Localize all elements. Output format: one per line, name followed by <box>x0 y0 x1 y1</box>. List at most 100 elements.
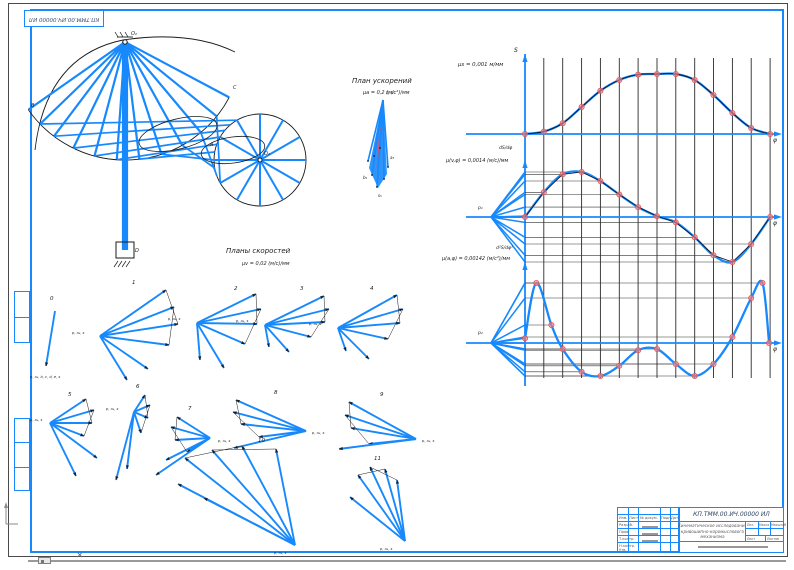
diagram-row-0 <box>466 54 782 138</box>
sheet-border <box>8 3 788 557</box>
velocity-plan-9: 9 p, o₆, s <box>338 392 434 451</box>
organization-cell <box>679 541 784 553</box>
title-line-1: Кинематическое исследование <box>677 523 748 529</box>
diagram-row-2 <box>466 262 782 379</box>
acceleration-plan-scale: μa = 0,2 (м/с²)/мм <box>363 90 410 96</box>
velocity-plan-number: 2 <box>234 286 238 292</box>
velocity-plan-number: 6 <box>136 384 140 390</box>
velocity-plan-8: 8 p, o₆, s <box>232 390 324 449</box>
velocity-plan-pole-label: p, o₆, s <box>379 547 392 551</box>
sample-marker <box>597 87 604 94</box>
mechanism-point-label: B <box>31 103 35 109</box>
grid-line <box>618 521 678 522</box>
velocity-plan-pole-label: p, o₆, s <box>71 331 84 335</box>
sheets-label: Листов <box>767 537 779 541</box>
mechanism-point-label: D <box>135 248 139 254</box>
velocity-plan-2: 2 p, o₆, s <box>167 286 262 369</box>
velocity-plan-pole-label: p, o₆, b, c, d, e, s <box>29 375 60 379</box>
velocity-plan-4: 4 p, o₆, s <box>308 286 404 360</box>
velocity-plan-number: 3 <box>300 286 304 292</box>
grid-line <box>618 542 678 543</box>
velocity-plan-0: 0 p, o₆, b, c, d, e, s <box>29 296 60 379</box>
signature-streak <box>642 539 658 542</box>
mechanism-point-label: O₂ <box>131 31 137 37</box>
margin-cell <box>15 419 29 444</box>
kinematic-diagrams-canvas <box>466 54 782 386</box>
sample-marker <box>766 339 773 346</box>
acceleration-plan-label: π, o <box>386 90 394 95</box>
acceleration-plan-label: s₅ <box>378 193 382 198</box>
v-scale-label: μ(v,φ) = 0,0014 (м/с)/мм <box>446 158 509 164</box>
org-streak <box>698 546 768 548</box>
grid-line <box>618 514 678 515</box>
velocity-plan-pole-label: p, o₆, s <box>421 439 434 443</box>
phi-axis-label-3: φ <box>773 346 777 353</box>
margin-cell <box>15 292 29 318</box>
acceleration-plan-label: a₅ <box>390 155 394 160</box>
margin-box-bottom <box>14 418 30 491</box>
sample-marker <box>540 189 547 196</box>
velocity-plan-number: 0 <box>50 296 54 302</box>
col-list: Лист <box>629 515 639 520</box>
grid-line <box>746 528 783 529</box>
fold-tab-dot <box>41 559 44 563</box>
sample-marker <box>710 252 717 259</box>
velocity-plan-pole-label: p, o₆, s <box>308 322 321 326</box>
sample-marker <box>729 333 736 340</box>
col-podp: Подп. <box>661 515 672 520</box>
sample-marker <box>748 125 755 132</box>
grid-line <box>618 528 678 529</box>
sample-marker <box>578 169 585 176</box>
velocity-plan-number: 9 <box>380 392 384 398</box>
grid-line <box>618 535 678 536</box>
velocity-plan-pole-label: p, o₆, s <box>105 407 118 411</box>
grid-line <box>770 522 771 535</box>
velocity-plan-pole-label: p, o₆, s <box>273 551 286 555</box>
fold-line <box>28 560 786 562</box>
mechanism-scheme: O₂ O₁ A B C D <box>28 31 307 268</box>
grid-line <box>628 508 629 551</box>
curve <box>523 279 771 378</box>
v-axis-label: dS/dφ <box>499 146 513 151</box>
sample-marker <box>691 76 698 83</box>
col-dokum: № докум. <box>640 515 658 520</box>
col-data: Дата <box>671 515 681 520</box>
sample-marker <box>559 120 566 127</box>
scale-label: Масштаб <box>771 523 787 527</box>
sample-marker <box>616 362 623 369</box>
sample-marker <box>759 279 766 286</box>
velocity-plan-number: 4 <box>370 286 374 292</box>
sheet-label: Лист <box>747 537 756 541</box>
signature-streak <box>642 525 658 528</box>
sample-marker <box>559 345 566 352</box>
velocity-plan-5: 5 p, o₆, s <box>29 392 98 477</box>
sample-marker <box>710 360 717 367</box>
sample-marker <box>635 347 642 354</box>
title-line-2: кривошипно-коромыслового <box>680 528 745 534</box>
pole2-label: p₂ <box>478 331 483 336</box>
sample-marker <box>533 279 540 286</box>
drawing-title-cell: Кинематическое исследование кривошипно-к… <box>677 521 748 542</box>
row-nkontr: Н.контр. <box>619 543 636 548</box>
acceleration-plan: π, o a₅ b₅ s₅ <box>363 90 394 198</box>
velocity-plan-number: 7 <box>188 406 192 412</box>
velocity-plan-pole-label: p, o₆, s <box>235 319 248 323</box>
diagram-row-1 <box>466 160 782 265</box>
mass-label: Масса <box>759 523 770 527</box>
a-axis-label: d²S/dφ² <box>496 246 514 251</box>
sample-marker <box>597 372 604 379</box>
grid-line <box>758 522 759 535</box>
sample-marker <box>672 219 679 226</box>
velocity-plan-6: 6 p, o₆, s <box>105 384 151 481</box>
sample-marker <box>729 258 736 265</box>
col-izm: Изм. <box>619 515 628 520</box>
row-tkontr: Т.контр. <box>619 536 635 541</box>
velocity-plan-pole-label: p, o₆, s <box>217 439 230 443</box>
sample-marker <box>729 110 736 117</box>
velocity-plan-number: 5 <box>68 392 72 398</box>
sample-marker <box>522 213 529 220</box>
sample-marker <box>522 335 529 342</box>
sample-marker <box>653 70 660 77</box>
pole1-label: p₁ <box>478 206 483 211</box>
